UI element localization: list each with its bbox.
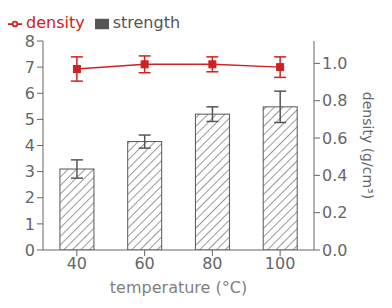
svg-text:temperature (°C): temperature (°C) [110, 278, 247, 297]
svg-text:0.8: 0.8 [322, 91, 347, 110]
html-text:strength: strength [112, 13, 181, 32]
svg-text:0.0: 0.0 [322, 241, 347, 260]
svg-text:5: 5 [25, 110, 35, 129]
svg-text:8: 8 [25, 32, 35, 51]
svg-text:40: 40 [67, 254, 87, 273]
svg-text:density (g/cm³): density (g/cm³) [360, 92, 376, 199]
svg-text:4: 4 [25, 136, 35, 155]
svg-text:0.4: 0.4 [322, 166, 347, 185]
svg-text:2: 2 [25, 188, 35, 207]
svg-text:100: 100 [265, 254, 296, 273]
svg-text:0: 0 [25, 241, 35, 260]
svg-text:0.6: 0.6 [322, 129, 347, 148]
svg-text:1.0: 1.0 [322, 54, 347, 73]
html-text:density: density [26, 13, 85, 32]
svg-text:80: 80 [202, 254, 222, 273]
svg-text:7: 7 [25, 58, 35, 77]
svg-text:0.2: 0.2 [322, 203, 347, 222]
svg-text:1: 1 [25, 215, 35, 234]
svg-text:6: 6 [25, 84, 35, 103]
svg-text:3: 3 [25, 162, 35, 181]
svg-text:60: 60 [134, 254, 154, 273]
